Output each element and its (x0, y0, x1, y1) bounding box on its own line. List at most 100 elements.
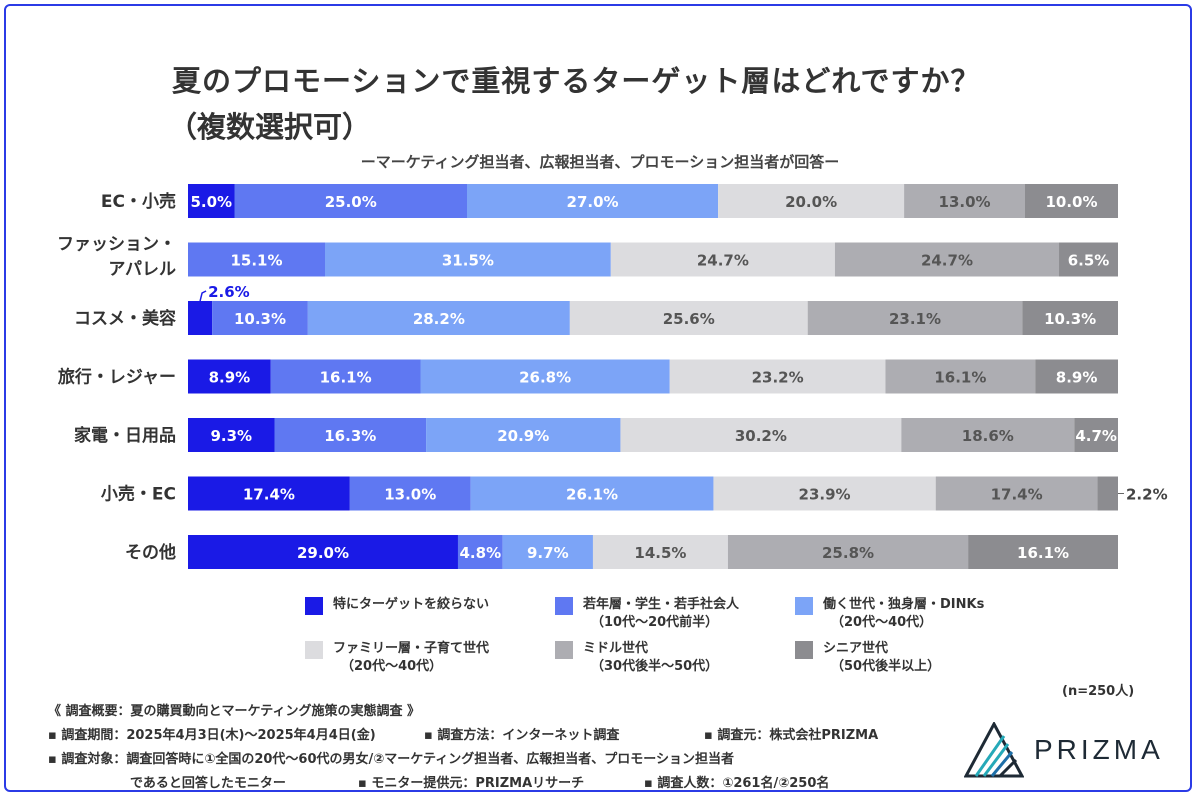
legend-item: ミドル世代 （30代後半〜50代） (555, 640, 718, 676)
bar-segment (885, 359, 1036, 394)
data-label: 13.0% (384, 486, 436, 504)
legend-item: 特にターゲットを絞らない (305, 596, 489, 615)
data-label: 25.0% (325, 193, 377, 211)
survey-heading: 《 調査概要：夏の購買動向とマーケティング施策の実態調査 》 (48, 704, 421, 719)
data-label: 25.6% (663, 310, 715, 328)
data-label: 31.5% (442, 252, 494, 270)
category-label: 小売・EC (101, 484, 176, 505)
data-label: 4.8% (460, 544, 502, 562)
data-label: 25.8% (822, 544, 874, 562)
bar-segment (592, 535, 728, 569)
data-label: 10.3% (234, 310, 286, 328)
data-label: 26.1% (566, 486, 618, 504)
legend-label: 若年層・学生・若手社会人 (583, 597, 740, 612)
bar-segment (188, 476, 350, 511)
data-label: 17.4% (991, 486, 1043, 504)
data-label: 29.0% (297, 544, 349, 562)
legend-sublabel: （20代〜40代） (341, 659, 443, 674)
data-label: 5.0% (190, 193, 232, 211)
bar-segment (325, 242, 611, 277)
bar-segment (935, 476, 1098, 511)
bar-segment (349, 476, 471, 511)
legend-swatch (555, 597, 573, 615)
bar-segment (188, 418, 275, 452)
legend-item: ファミリー層・子育て世代 （20代〜40代） (305, 640, 489, 676)
legend-sublabel: （50代後半以上） (831, 659, 941, 674)
survey-target-cont: であると回答したモニター (130, 776, 286, 791)
bar-segment (307, 301, 570, 335)
survey-source: ▪ 調査元：株式会社PRIZMA (704, 728, 879, 743)
category-label: その他 (125, 542, 176, 563)
prizma-logo-icon (963, 720, 1025, 778)
bar-segment (212, 301, 308, 335)
bar-segment (188, 184, 235, 218)
survey-period: ▪ 調査期間：2025年4月3日(木)〜2025年4月4日(金) (48, 728, 376, 743)
category-label: アパレル (108, 260, 176, 280)
legend-label: シニア世代 (823, 641, 889, 656)
category-label: 旅行・レジャー (58, 367, 176, 388)
legend-label: ミドル世代 (583, 641, 649, 656)
legend-sublabel: （30代後半〜50代） (591, 659, 719, 674)
bar-segment (610, 242, 835, 277)
bar-segment (457, 535, 503, 569)
bar-segment (188, 301, 213, 335)
data-label: 4.7% (1075, 427, 1117, 445)
category-label: コスメ・美容 (74, 308, 176, 329)
data-label: 30.2% (735, 427, 787, 445)
data-label: 20.0% (785, 193, 837, 211)
legend-swatch (555, 641, 573, 659)
prizma-logo-text: PRIZMA (1034, 734, 1164, 765)
data-label: 9.3% (210, 427, 252, 445)
bar-segment (1074, 418, 1118, 452)
bar-segment (502, 535, 593, 569)
category-label: ファッション・ (57, 235, 176, 255)
legend-swatch (795, 597, 813, 615)
data-label: 10.0% (1045, 193, 1097, 211)
legend-item: 働く世代・独身層・DINKs （20代〜40代） (795, 596, 984, 632)
bar-segment (270, 359, 421, 394)
bar-segment (188, 535, 458, 569)
data-label: 6.5% (1068, 252, 1110, 270)
legend-item: シニア世代 （50代後半以上） (795, 640, 940, 676)
bar-segment (968, 535, 1118, 569)
legend-label: 働く世代・独身層・DINKs (823, 597, 985, 612)
legend-swatch (795, 641, 813, 659)
data-label: 16.3% (324, 427, 376, 445)
bar-segment (569, 301, 808, 335)
bar-segment (1059, 242, 1118, 277)
bar-segment (274, 418, 427, 452)
bar-segment (467, 184, 719, 218)
data-label: 2.6% (208, 283, 250, 301)
legend-swatch (305, 597, 323, 615)
bar-segment (426, 418, 621, 452)
data-label: 20.9% (497, 427, 549, 445)
data-label: 2.2% (1126, 486, 1168, 504)
data-label: 16.1% (1017, 544, 1069, 562)
data-label: 8.9% (1056, 369, 1098, 387)
chart-title: 夏のプロモーションで重視するターゲット層はどれですか？ (172, 64, 981, 98)
legend-label: 特にターゲットを絞らない (333, 597, 490, 612)
bar-segment (669, 359, 886, 394)
data-label: 27.0% (567, 193, 619, 211)
legend-swatch (305, 641, 323, 659)
data-label: 13.0% (939, 193, 991, 211)
data-label: 10.3% (1044, 310, 1096, 328)
bar-segment (727, 535, 969, 569)
prizma-logo: PRIZMA (963, 720, 1174, 778)
category-label: 家電・日用品 (74, 425, 176, 446)
bar-segment (1025, 184, 1118, 218)
data-label: 28.2% (413, 310, 465, 328)
bar-segment (188, 359, 271, 394)
survey-target: ▪ 調査対象：調査回答時に①全国の20代〜60代の男女/②マーケティング担当者、… (48, 752, 734, 767)
bar-segment (188, 242, 326, 277)
data-label-leader (199, 290, 207, 302)
bar-segment (470, 476, 714, 511)
data-label: 8.9% (209, 369, 251, 387)
sample-size: (n=250人) (1062, 684, 1135, 699)
data-label: 26.8% (519, 369, 571, 387)
data-label: 9.7% (527, 544, 569, 562)
bar-segment (620, 418, 902, 452)
bar-segment (718, 184, 905, 218)
chart-frame (4, 4, 1192, 792)
